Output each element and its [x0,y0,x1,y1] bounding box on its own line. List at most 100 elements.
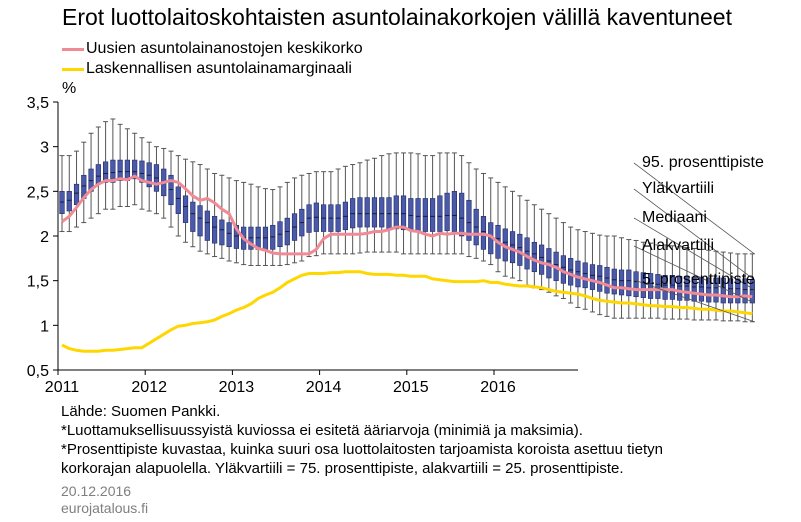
iqr-box [626,269,632,297]
iqr-box [139,160,145,183]
median-rate-line [61,174,753,299]
y-tick-label: 2,5 [27,184,49,201]
note-confidentiality: *Luottamuksellisuussyistä kuviossa ei es… [61,422,583,439]
x-tick-label: 2014 [306,379,342,396]
annotation-median: Mediaani [642,209,707,226]
iqr-box [633,271,639,298]
note-source: Lähde: Suomen Pankki. [61,403,221,420]
iqr-box [466,199,472,241]
annotation-median-leader [633,217,755,290]
y-tick-label: 3,5 [27,95,49,112]
annotation-p95: 95. prosenttipiste [642,154,764,171]
iqr-box [640,272,646,298]
iqr-box [219,219,225,246]
x-tick-label: 2015 [393,379,429,396]
iqr-box [742,278,748,304]
iqr-box [451,191,458,232]
annotation-upper-quartile-leader [633,188,755,281]
x-tick-label: 2011 [45,379,80,396]
iqr-box [698,276,705,302]
iqr-box [735,278,741,304]
iqr-box [400,195,407,231]
iqr-box [538,244,545,275]
iqr-box [662,275,668,300]
iqr-box [408,198,414,231]
iqr-box [604,266,610,294]
iqr-box [524,237,530,270]
chart-notes: Lähde: Suomen Pankki. *Luottamuksellisuu… [61,402,663,478]
chart-title: Erot luottolaitoskohtaisten asuntolainak… [62,4,732,30]
iqr-box [95,164,101,185]
legend-item-median: Uusien asuntolainanostojen keskikorko [62,40,363,58]
y-tick-label: 3 [40,140,49,157]
iqr-box [444,192,450,231]
iqr-box [73,183,80,206]
iqr-box [429,198,436,232]
legend-swatch-median [62,47,84,51]
note-percentile-1: *Prosenttipiste kuvastaa, kuinka suuri o… [61,441,663,458]
iqr-box [422,198,428,232]
publish-date: 20.12.2016 [61,483,132,499]
annotation-p95-leader [633,162,755,255]
iqr-box [459,192,465,237]
iqr-box [597,265,603,292]
iqr-box [706,277,712,303]
iqr-box [197,205,203,237]
y-axis-unit: % [62,80,77,97]
legend-label-margin: Laskennallisen asuntolainamarginaali [86,60,352,77]
x-tick-label: 2012 [131,379,167,396]
iqr-box [110,159,116,183]
y-tick-label: 0,5 [27,363,49,380]
legend-item-margin: Laskennallisen asuntolainamarginaali [62,60,352,78]
iqr-box [233,224,240,249]
iqr-box [175,186,181,214]
iqr-box [371,197,378,228]
site-name: eurojatalous.fi [61,500,149,516]
iqr-box [669,275,675,300]
iqr-box [684,275,690,301]
iqr-box [713,277,719,303]
iqr-box [103,161,109,183]
iqr-box [517,233,523,266]
legend-label-median: Uusien asuntolainanostojen keskikorko [86,40,363,57]
iqr-box [204,210,210,241]
annotation-lower-quartile: Alakvartiili [642,237,714,254]
annotation-p5-leader [633,279,755,323]
iqr-box [749,279,755,304]
note-percentile-2: korkorajan alapuolella. Yläkvartiili = 7… [61,460,624,477]
iqr-box [568,258,574,286]
iqr-box [364,197,370,228]
y-tick-label: 2 [40,229,49,246]
annotation-upper-quartile: Yläkvartiili [642,180,714,197]
iqr-box [379,197,385,228]
y-tick-label: 1 [40,318,49,335]
x-tick-label: 2013 [219,379,255,396]
iqr-box [618,269,625,296]
iqr-box [582,262,588,289]
iqr-box [190,201,196,232]
iqr-box [575,260,581,288]
annotation-p5: 5. prosenttipiste [642,271,755,288]
iqr-box [589,264,596,290]
iqr-box [357,197,363,228]
iqr-box [393,195,399,230]
iqr-box [66,191,72,212]
iqr-box [117,159,123,181]
x-tick-label: 2016 [480,379,516,396]
iqr-box [212,216,218,244]
annotation-lower-quartile-leader [633,245,755,304]
iqr-box [720,277,726,304]
iqr-box [531,241,537,273]
iqr-box [677,275,683,301]
iqr-box [509,231,516,264]
iqr-box [415,198,421,232]
iqr-box [226,222,232,248]
iqr-box [132,159,138,180]
margin-line [61,270,753,353]
iqr-box [182,195,189,223]
iqr-box [655,274,661,299]
legend-swatch-margin [62,67,84,71]
iqr-box [437,195,443,232]
iqr-box [611,268,617,295]
